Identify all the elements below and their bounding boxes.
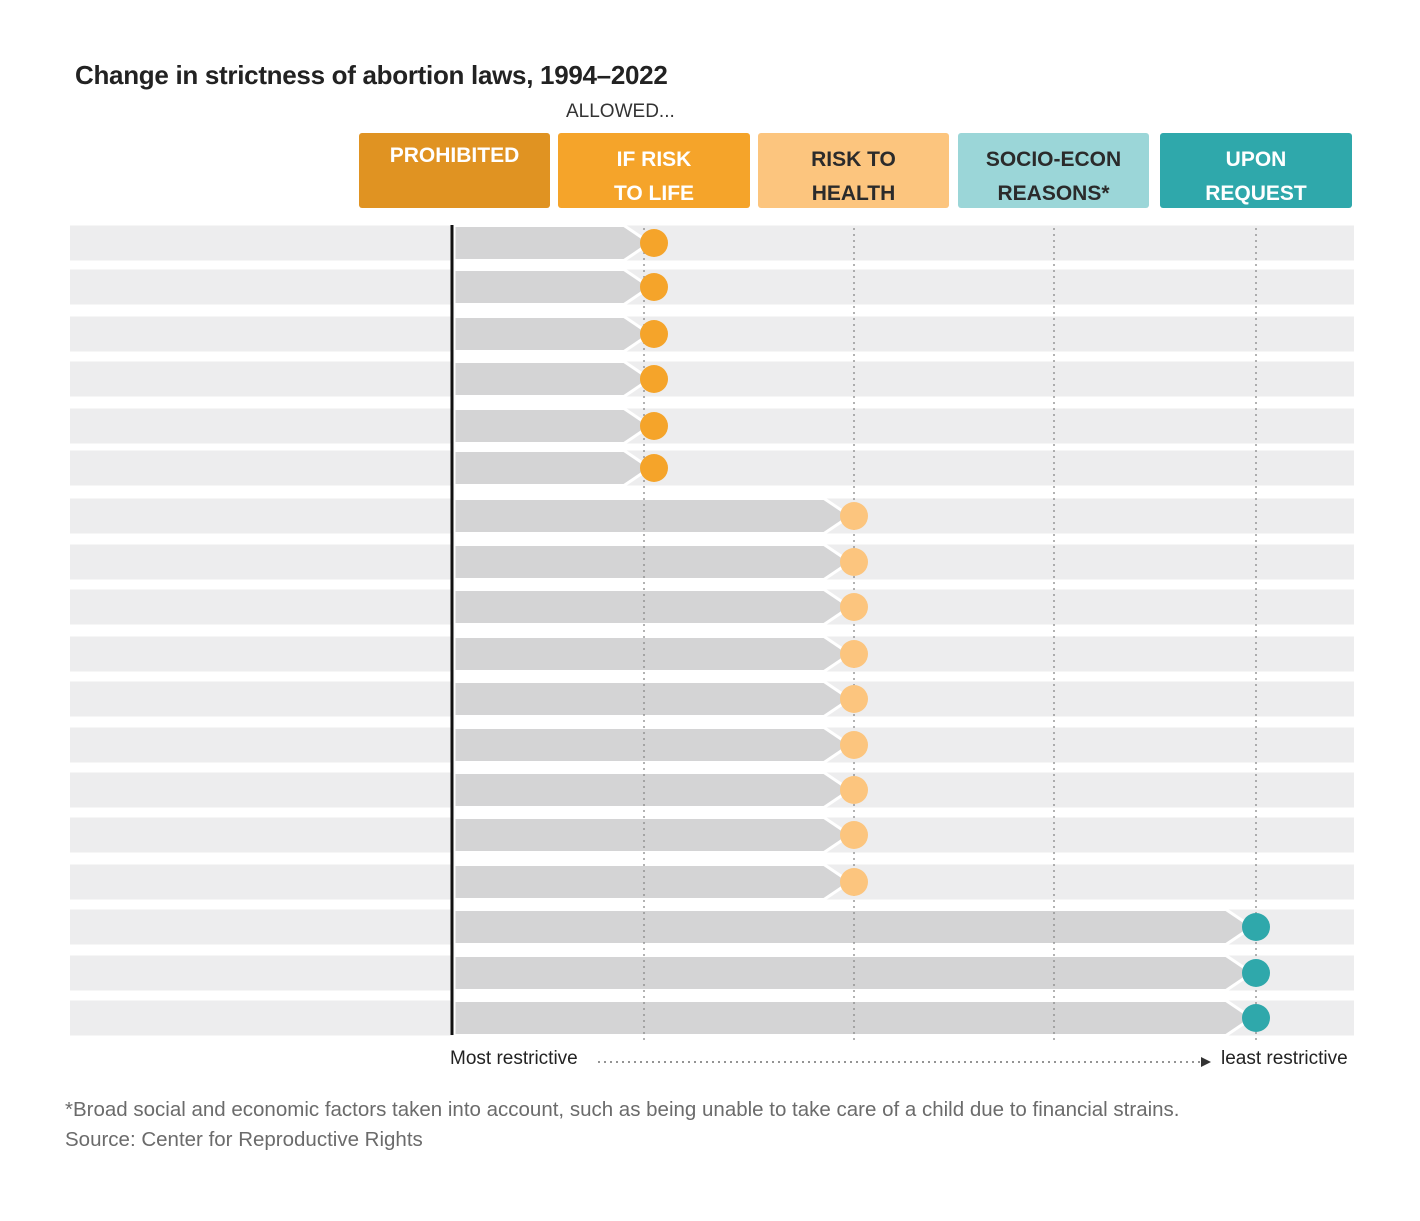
end-dot (640, 320, 668, 348)
change-arrow (452, 680, 853, 718)
change-arrow (452, 224, 653, 262)
change-arrow (452, 863, 853, 901)
category-header-line: UPON (1225, 148, 1287, 171)
row-band (70, 269, 1354, 305)
end-dot (1242, 1004, 1270, 1032)
end-dot (840, 685, 868, 713)
row-band (70, 361, 1354, 397)
change-arrow (452, 407, 653, 445)
category-header-5: UPON REQUEST (1160, 133, 1352, 208)
row-band (70, 408, 1354, 444)
change-arrow (452, 268, 653, 306)
row-band (70, 316, 1354, 352)
footnote: *Broad social and economic factors taken… (65, 1098, 1180, 1121)
end-dot (640, 273, 668, 301)
end-dot (840, 821, 868, 849)
category-header-line: SOCIO-ECON (985, 148, 1122, 171)
chart-title: Change in strictness of abortion laws, 1… (75, 60, 668, 90)
source-note: Source: Center for Reproductive Rights (65, 1128, 423, 1151)
end-dot (640, 365, 668, 393)
change-arrow (452, 771, 853, 809)
end-dot (640, 229, 668, 257)
change-arrow (452, 816, 853, 854)
change-arrow (452, 726, 853, 764)
category-header-line: REASONS* (997, 182, 1110, 205)
end-dot (1242, 959, 1270, 987)
change-arrow (452, 497, 853, 535)
end-dot (1242, 913, 1270, 941)
category-header-3: RISK TO HEALTH (758, 133, 949, 208)
category-header-line: HEALTH (811, 182, 896, 205)
axis-left-label: Most restrictive (450, 1048, 578, 1069)
end-dot (840, 640, 868, 668)
change-arrow (452, 635, 853, 673)
axis-right-label: least restrictive (1221, 1048, 1348, 1069)
change-arrow (452, 315, 653, 353)
end-dot (640, 454, 668, 482)
row-band (70, 450, 1354, 486)
change-arrow (452, 449, 653, 487)
end-dot (840, 731, 868, 759)
row-band (70, 225, 1354, 261)
category-header-line: REQUEST (1205, 182, 1307, 205)
end-dot (840, 593, 868, 621)
axis-arrowhead (1201, 1057, 1211, 1067)
category-header-line: RISK TO (811, 148, 896, 171)
category-header-1: PROHIBITED (359, 133, 550, 208)
end-dot (640, 412, 668, 440)
end-dot (840, 502, 868, 530)
change-arrow (452, 543, 853, 581)
end-dot (840, 868, 868, 896)
change-arrow (452, 908, 1255, 946)
change-arrow (452, 588, 853, 626)
category-header-2: IF RISK TO LIFE (558, 133, 750, 208)
category-header-line: TO LIFE (613, 182, 695, 205)
category-header-4: SOCIO-ECON REASONS* (958, 133, 1149, 208)
end-dot (840, 548, 868, 576)
change-arrow (452, 954, 1255, 992)
category-header-line: IF RISK (616, 148, 692, 171)
allowed-header: ALLOWED... (566, 101, 675, 122)
end-dot (840, 776, 868, 804)
category-header-line: PROHIBITED (389, 144, 520, 167)
change-arrow (452, 360, 653, 398)
change-arrow (452, 999, 1255, 1037)
